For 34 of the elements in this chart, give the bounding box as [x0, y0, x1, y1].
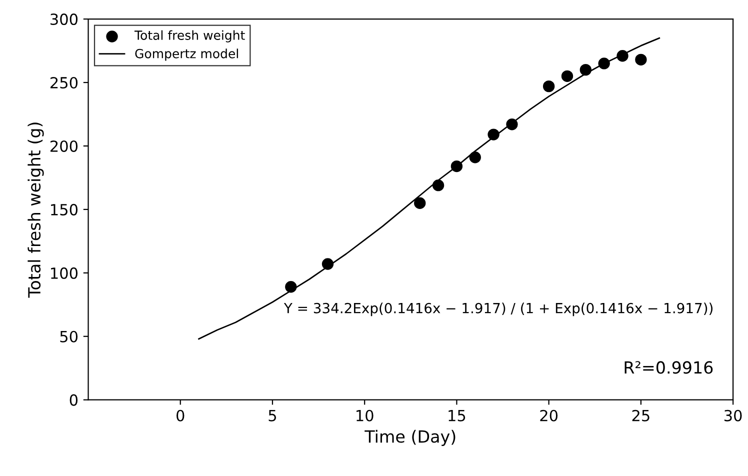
x-axis-title: Time (Day) [364, 430, 456, 446]
legend-label: Gompertz model [135, 48, 238, 61]
point [414, 197, 426, 209]
point [450, 160, 463, 172]
y-tick-label: 150 [51, 204, 78, 216]
y-tick-label: 250 [50, 76, 78, 89]
point [542, 80, 555, 92]
x-tick-label: 25 [632, 410, 650, 422]
x-tick-label: 10 [356, 410, 374, 422]
point [469, 152, 481, 164]
x-tick-label: 20 [540, 410, 558, 422]
y-tick-label: 50 [60, 330, 78, 342]
point [488, 128, 500, 140]
point [561, 70, 574, 82]
x-tick-label: 30 [724, 410, 742, 422]
point [598, 58, 610, 70]
annotation: R²=0.9916 [624, 361, 713, 374]
point [506, 118, 518, 130]
point [285, 281, 297, 293]
point [580, 64, 592, 76]
point [635, 54, 647, 66]
legend-label: Total fresh weight [134, 30, 245, 42]
x-tick-label: 5 [268, 410, 276, 422]
y-tick-label: 300 [50, 14, 78, 26]
point [322, 258, 334, 270]
x-tick-label: 0 [176, 410, 184, 422]
x-tick-label: 15 [448, 410, 466, 422]
annotation: Y = 334.2Exp(0.1416x − 1.917) / (1 + Exp(0.1416x − 1.917)) [284, 302, 712, 316]
point [616, 50, 628, 62]
y-tick-label: 0 [70, 394, 78, 406]
y-tick-label: 200 [50, 140, 78, 152]
point [432, 179, 444, 192]
y-axis-title: Total fresh weight (g) [28, 122, 44, 298]
y-tick-label: 100 [51, 267, 78, 279]
